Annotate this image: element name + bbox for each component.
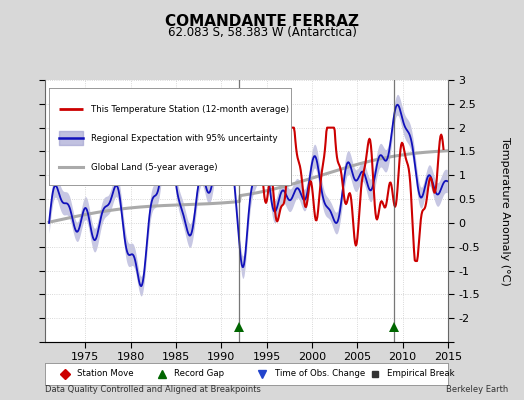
- Text: Data Quality Controlled and Aligned at Breakpoints: Data Quality Controlled and Aligned at B…: [45, 385, 260, 394]
- Text: Empirical Break: Empirical Break: [387, 370, 455, 378]
- Text: Berkeley Earth: Berkeley Earth: [446, 385, 508, 394]
- Text: Time of Obs. Change: Time of Obs. Change: [275, 370, 365, 378]
- Y-axis label: Temperature Anomaly (°C): Temperature Anomaly (°C): [499, 137, 509, 285]
- Text: Station Move: Station Move: [77, 370, 134, 378]
- Text: Record Gap: Record Gap: [173, 370, 224, 378]
- Text: 62.083 S, 58.383 W (Antarctica): 62.083 S, 58.383 W (Antarctica): [168, 26, 356, 39]
- Text: COMANDANTE FERRAZ: COMANDANTE FERRAZ: [165, 14, 359, 29]
